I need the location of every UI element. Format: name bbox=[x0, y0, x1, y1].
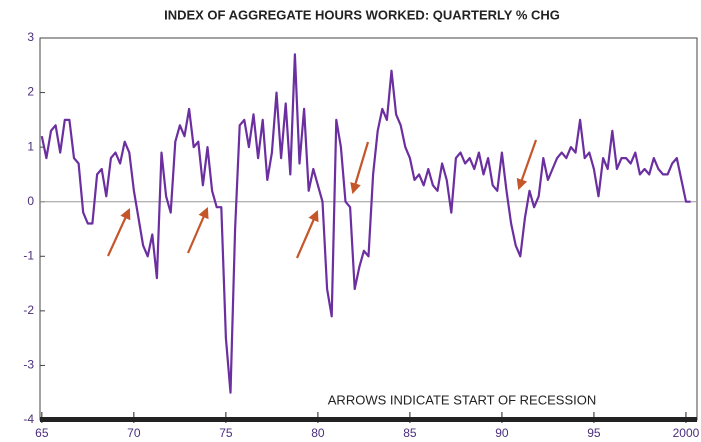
x-tick-label: 85 bbox=[403, 426, 417, 440]
y-tick-label: 1 bbox=[27, 139, 34, 153]
recession-arrows bbox=[106, 139, 538, 259]
data-line bbox=[40, 53, 691, 394]
y-tick-label: -2 bbox=[23, 303, 34, 317]
y-tick-label: 2 bbox=[27, 85, 34, 99]
arrow bbox=[295, 209, 319, 259]
x-tick-label: 70 bbox=[127, 426, 141, 440]
x-tick-label: 65 bbox=[35, 426, 49, 440]
y-tick-label: -3 bbox=[23, 358, 34, 372]
arrow bbox=[186, 206, 209, 254]
y-tick-label: 3 bbox=[27, 30, 34, 44]
x-tick-label: 75 bbox=[219, 426, 233, 440]
y-tick-label: 0 bbox=[27, 194, 34, 208]
y-tick-label: -1 bbox=[23, 248, 34, 262]
y-tick-label: -4 bbox=[23, 412, 34, 426]
chart-title: INDEX OF AGGREGATE HOURS WORKED: QUARTER… bbox=[164, 7, 560, 22]
plot-frame bbox=[39, 37, 698, 421]
x-tick-label: 95 bbox=[587, 426, 601, 440]
arrow bbox=[106, 207, 131, 257]
x-axis-band bbox=[40, 417, 697, 422]
arrow bbox=[516, 139, 538, 191]
x-tick-label: 80 bbox=[311, 426, 325, 440]
x-tick-label: 2000 bbox=[673, 426, 700, 440]
arrow bbox=[350, 141, 370, 195]
annotation: ARROWS INDICATE START OF RECESSION bbox=[328, 392, 596, 407]
x-tick-label: 90 bbox=[495, 426, 509, 440]
